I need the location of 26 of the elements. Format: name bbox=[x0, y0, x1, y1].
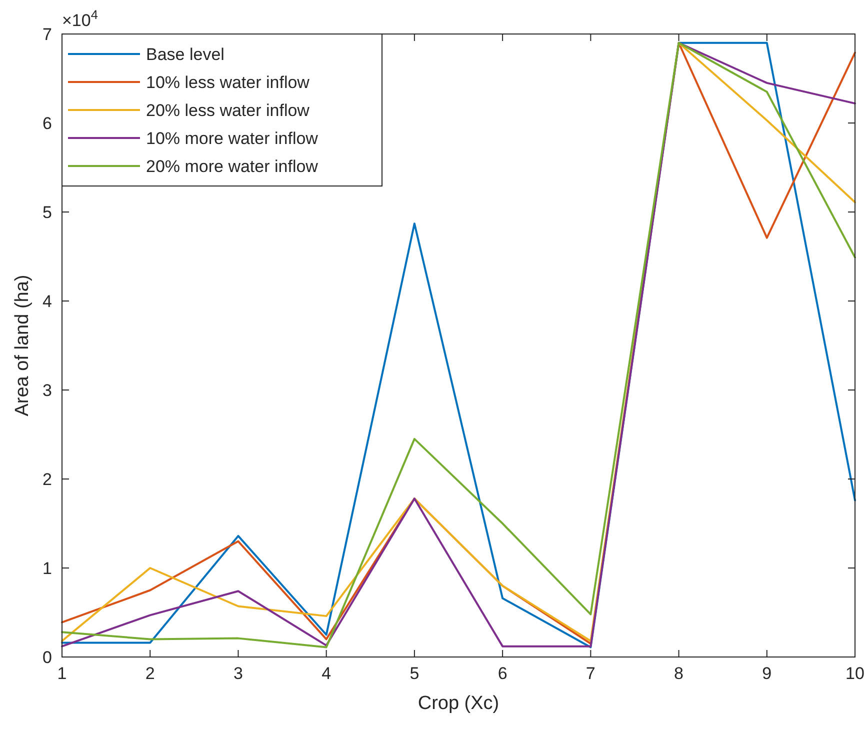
x-tick-label: 8 bbox=[674, 664, 684, 683]
x-tick-label: 4 bbox=[322, 664, 332, 683]
legend-label: 10% more water inflow bbox=[146, 129, 319, 148]
y-tick-label: 7 bbox=[42, 25, 52, 44]
legend-label: Base level bbox=[146, 45, 224, 64]
legend-label: 20% more water inflow bbox=[146, 157, 319, 176]
y-tick-label: 5 bbox=[42, 203, 52, 222]
legend-label: 20% less water inflow bbox=[146, 101, 310, 120]
x-tick-label: 10 bbox=[846, 664, 864, 683]
y-tick-label: 1 bbox=[42, 559, 52, 578]
x-tick-label: 9 bbox=[762, 664, 772, 683]
legend-label: 10% less water inflow bbox=[146, 73, 310, 92]
y-tick-label: 3 bbox=[42, 381, 52, 400]
y-axis-title: Area of land (ha) bbox=[12, 274, 33, 416]
x-tick-label: 3 bbox=[233, 664, 243, 683]
y-tick-label: 2 bbox=[42, 470, 52, 489]
x-tick-label: 5 bbox=[410, 664, 420, 683]
x-tick-label: 6 bbox=[498, 664, 508, 683]
x-tick-label: 2 bbox=[145, 664, 155, 683]
x-axis-title: Crop (Xc) bbox=[418, 693, 500, 714]
x-tick-label: 1 bbox=[57, 664, 67, 683]
x-tick-label: 7 bbox=[586, 664, 596, 683]
y-tick-label: 6 bbox=[42, 114, 52, 133]
text: ×10$^{4}$ bbox=[62, 6, 98, 30]
y-tick-label: 0 bbox=[42, 648, 52, 667]
y-tick-label: 4 bbox=[42, 292, 52, 311]
